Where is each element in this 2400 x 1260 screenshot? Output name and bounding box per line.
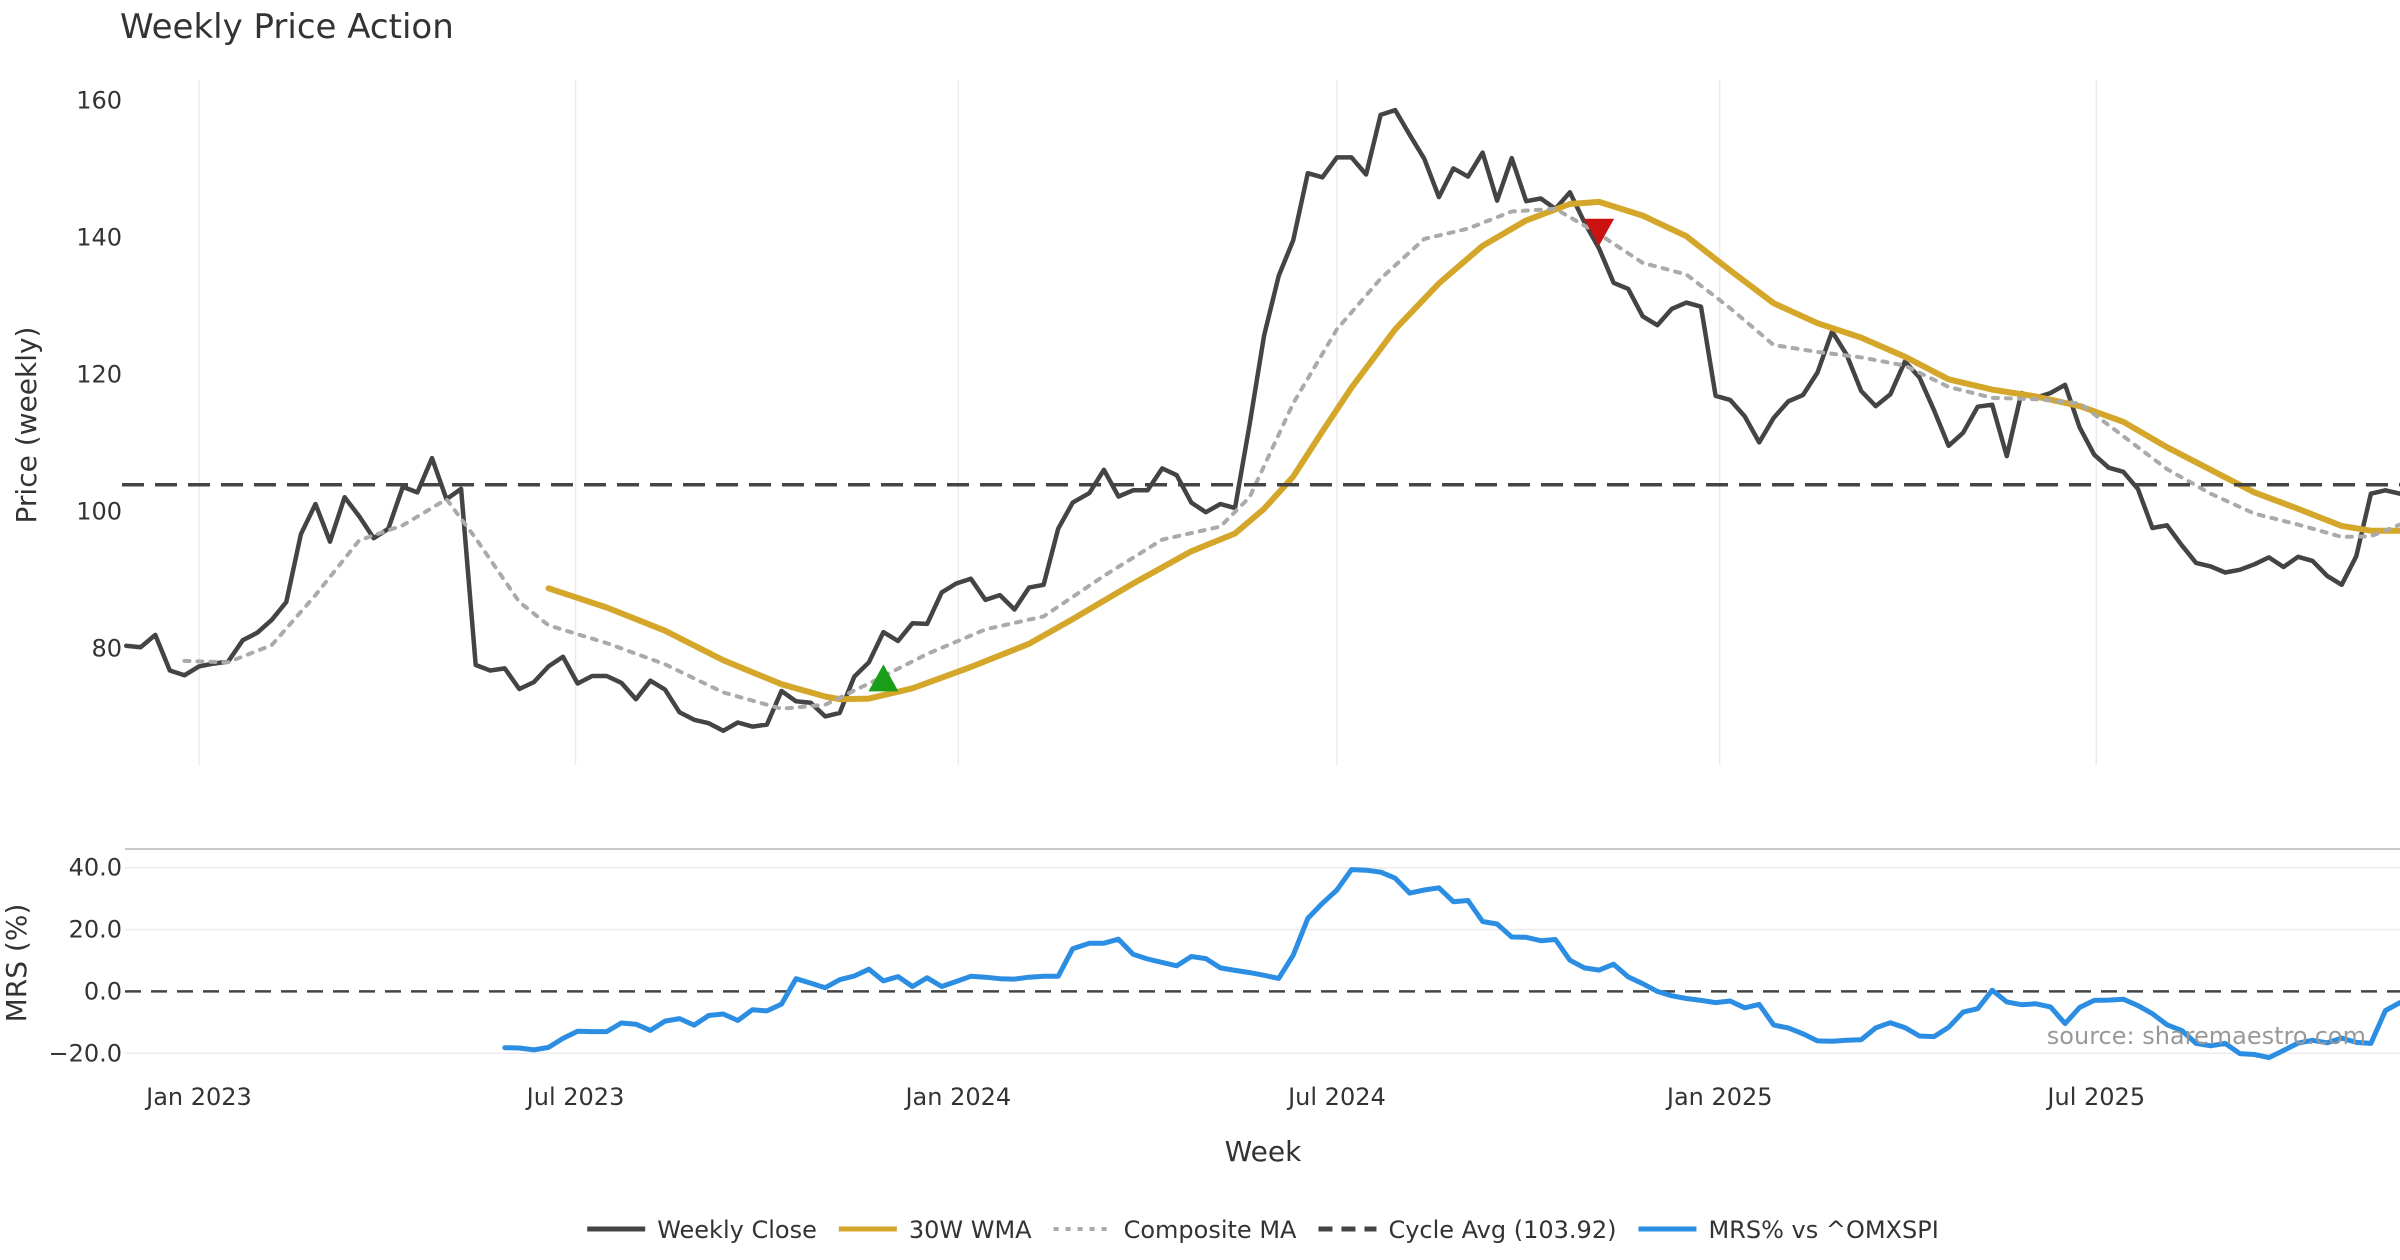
legend: Weekly Close 30W WMA Composite MA Cycle Avg… <box>587 1216 1939 1244</box>
x-axis-ticks: Jan 2023 Jul 2023 Jan 2024 Jul 2024 Jan 2025… <box>144 1083 2145 1111</box>
legend-label-1: 30W WMA <box>909 1216 1032 1244</box>
price-y-axis-label: Price (weekly) <box>10 327 43 524</box>
price-panel: Weekly Price Action Price (weekly) 80 100… <box>10 7 2400 765</box>
mrs-y-tick-3: −20.0 <box>48 1039 122 1067</box>
price-y-ticks: 80 100 120 140 160 <box>76 87 122 663</box>
x-tick-0: Jan 2023 <box>144 1083 252 1111</box>
signal-markers <box>868 218 1615 692</box>
mrs-gridlines <box>125 866 2400 1055</box>
price-y-tick-3: 140 <box>76 224 122 252</box>
series-line-composite-ma <box>182 206 2400 711</box>
x-tick-2: Jan 2024 <box>903 1083 1011 1111</box>
price-y-tick-1: 100 <box>76 498 122 526</box>
price-series <box>122 107 2400 734</box>
series-line-weekly-close <box>123 107 2400 734</box>
mrs-y-tick-2: 0.0 <box>84 977 122 1005</box>
legend-label-0: Weekly Close <box>657 1216 817 1244</box>
x-tick-5: Jul 2025 <box>2045 1083 2145 1111</box>
x-tick-3: Jul 2024 <box>1286 1083 1386 1111</box>
price-gridlines <box>198 80 2098 765</box>
mrs-panel: MRS (%) 40.0 20.0 0.0 −20.0 Jan 2023 Jul 202… <box>0 848 2400 1168</box>
x-tick-1: Jul 2023 <box>525 1083 625 1111</box>
series-line-mrs <box>502 867 2400 1061</box>
mrs-y-tick-0: 40.0 <box>69 854 122 882</box>
buy-signal-marker <box>868 664 899 692</box>
mrs-series <box>125 867 2400 1061</box>
price-y-tick-0: 80 <box>91 635 122 663</box>
sell-signal-marker <box>1584 218 1615 246</box>
legend-label-3: Cycle Avg (103.92) <box>1388 1216 1616 1244</box>
mrs-y-axis-label: MRS (%) <box>0 904 33 1023</box>
chart-title: Weekly Price Action <box>120 7 454 47</box>
series-line-30w-wma <box>545 198 2400 703</box>
mrs-y-ticks: 40.0 20.0 0.0 −20.0 <box>48 854 122 1068</box>
price-y-tick-2: 120 <box>76 361 122 389</box>
legend-label-2: Composite MA <box>1124 1216 1297 1244</box>
x-axis-label: Week <box>1225 1135 1302 1168</box>
mrs-y-tick-1: 20.0 <box>69 916 122 944</box>
price-y-tick-4: 160 <box>76 87 122 115</box>
x-tick-4: Jan 2025 <box>1665 1083 1773 1111</box>
source-note: source: sharemaestro.com <box>2047 1022 2366 1050</box>
legend-label-4: MRS% vs ^OMXSPI <box>1708 1216 1938 1244</box>
